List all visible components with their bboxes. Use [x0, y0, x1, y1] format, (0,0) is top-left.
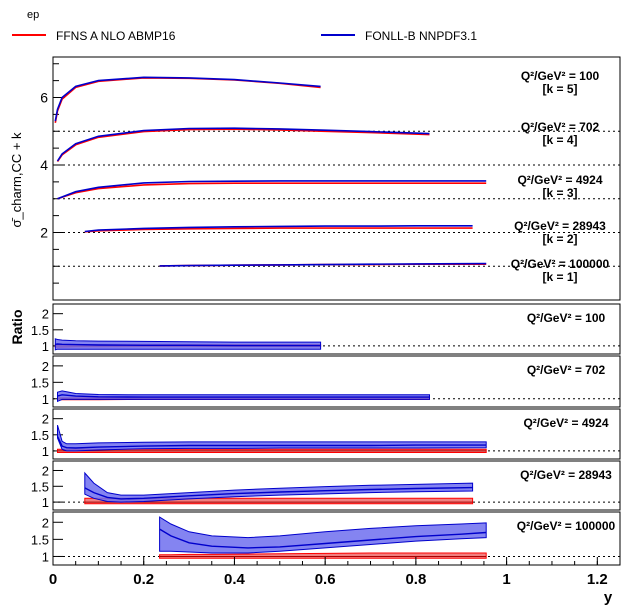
x-tick-label-3: 0.6	[315, 571, 336, 588]
ratio-panel-4-q2-label: Q²/GeV² = 100000	[517, 519, 616, 533]
ratio-panel-3-fonll-band	[84, 471, 474, 503]
ratio-panel-4-ytick-label-0: 1	[42, 549, 49, 564]
ratio-panel-4-frame	[52, 511, 621, 566]
top-series-4-q2-label: Q²/GeV² = 100000	[511, 257, 610, 271]
top-series-4-k-label: [k = 1]	[542, 270, 577, 284]
ratio-panel-3-ytick-label-1: 1.5	[31, 479, 49, 494]
ratio-panel-3-fonll-central	[84, 486, 473, 500]
top-series-1-k-label: [k = 4]	[542, 133, 577, 147]
ratio-panel-0-fonll-central	[55, 343, 321, 347]
top-panel-frame	[52, 56, 621, 301]
ratio-panel-4-ytick-label-2: 2	[42, 515, 49, 530]
ratio-panel-1-ytick-label-0: 1	[42, 392, 49, 407]
ratio-panel-0-q2-label: Q²/GeV² = 100	[527, 311, 606, 325]
x-tick-label-4: 0.8	[405, 571, 426, 588]
legend-red-label: FFNS A NLO ABMP16	[56, 29, 176, 43]
top-series-4-fonll-line	[159, 262, 487, 267]
ratio-panel-0-ytick-label-1: 1.5	[31, 323, 49, 338]
top-series-0-fonll-line	[54, 76, 321, 122]
ratio-panel-4-ffns-band	[159, 552, 487, 559]
top-series-2-ffns-line	[57, 182, 487, 200]
ratio-panel-4-fonll-central	[159, 528, 487, 549]
ratio-panel-4-ytick-label-1: 1.5	[31, 532, 49, 547]
top-series-3-k-label: [k = 2]	[542, 232, 577, 246]
top-series-0-k-label: [k = 5]	[542, 82, 577, 96]
top-series-3-q2-label: Q²/GeV² = 28943	[514, 219, 606, 233]
ratio-panel-1-fonll-central	[57, 394, 430, 398]
top-y-axis-title-main: σ̄_charm,CC + k	[9, 132, 24, 228]
x-tick-label-0: 0	[49, 571, 57, 588]
header-label: ep	[27, 9, 39, 21]
top-series-1-fonll-line	[56, 127, 430, 162]
legend-blue-label: FONLL-B NNPDF3.1	[365, 29, 477, 43]
top-series-2-fonll-line	[57, 180, 487, 200]
ratio-panel-4-fonll-band	[159, 516, 487, 554]
top-series-2-k-label: [k = 3]	[542, 186, 577, 200]
ratio-panel-0-fonll-band	[54, 338, 322, 351]
x-tick-label-2: 0.4	[224, 571, 246, 588]
ratio-panel-2-ytick-label-1: 1.5	[31, 428, 49, 443]
top-series-3-ffns-line	[84, 227, 473, 233]
ratio-panel-1-q2-label: Q²/GeV² = 702	[527, 363, 606, 377]
ratio-panel-3-frame	[52, 460, 621, 511]
ratio-panel-1-ytick-label-2: 2	[42, 359, 49, 374]
ratio-panel-3-ytick-label-2: 2	[42, 463, 49, 478]
top-series-1-ffns-line	[56, 128, 430, 163]
x-tick-label-1: 0.2	[133, 571, 154, 588]
x-axis-title: y	[604, 589, 613, 606]
ratio-panel-2-frame	[52, 408, 621, 460]
top-ytick-label-0: 2	[40, 225, 48, 241]
ratio-panel-2-ytick-label-2: 2	[42, 412, 49, 427]
top-series-2-q2-label: Q²/GeV² = 4924	[517, 173, 602, 187]
ratio-panel-1-frame	[52, 355, 621, 408]
x-tick-label-6: 1.2	[587, 571, 608, 588]
top-series-3-fonll-line	[84, 225, 473, 233]
ratio-panel-0-ytick-label-2: 2	[42, 307, 49, 322]
top-series-0-q2-label: Q²/GeV² = 100	[521, 69, 600, 83]
ratio-y-axis-title: Ratio	[9, 310, 25, 345]
ratio-panel-1-fonll-band	[57, 390, 430, 403]
ratio-panel-0-frame	[52, 303, 621, 355]
top-y-axis-title: σ̄_charm,CC + k	[9, 132, 24, 228]
top-series-1-q2-label: Q²/GeV² = 702	[521, 120, 600, 134]
ratio-panel-3-q2-label: Q²/GeV² = 28943	[520, 468, 612, 482]
ratio-panel-1-ytick-label-1: 1.5	[31, 375, 49, 390]
top-series-0-ffns-line	[54, 77, 321, 123]
ratio-panel-2-fonll-central	[56, 436, 487, 449]
top-ytick-label-1: 4	[40, 157, 48, 173]
ratio-panel-2-fonll-band	[57, 424, 487, 452]
ratio-panel-3-ytick-label-0: 1	[42, 495, 49, 510]
top-ytick-label-2: 6	[40, 90, 48, 106]
ratio-panel-0-ytick-label-0: 1	[42, 339, 49, 354]
ratio-panel-2-ytick-label-0: 1	[42, 444, 49, 459]
x-tick-label-5: 1	[502, 571, 510, 588]
ratio-panel-2-q2-label: Q²/GeV² = 4924	[523, 416, 608, 430]
